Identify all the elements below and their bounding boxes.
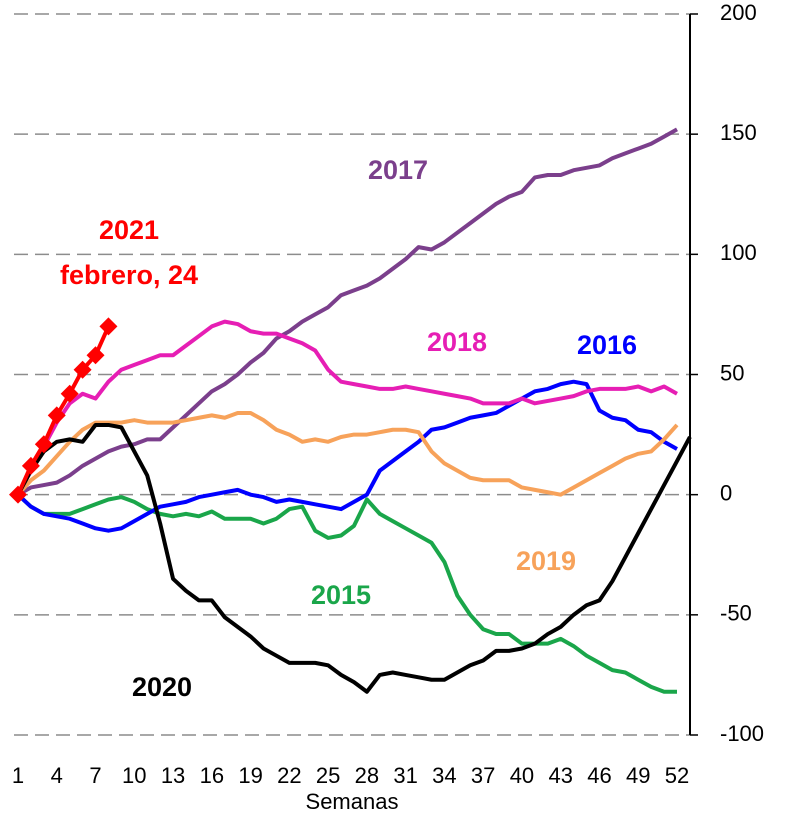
series-marker	[9, 485, 27, 504]
series-label: 2017	[368, 155, 428, 185]
series-label: 2020	[132, 672, 192, 702]
x-tick-label: 25	[316, 763, 340, 788]
x-tick-label: 34	[432, 763, 456, 788]
x-tick-label: 28	[355, 763, 379, 788]
y-tick-label: -50	[720, 601, 752, 626]
series-line	[16, 493, 677, 694]
y-tick-label: 200	[720, 0, 757, 25]
x-tick-label: 1	[12, 763, 24, 788]
x-tick-label: 10	[122, 763, 146, 788]
series-label: 2019	[516, 546, 576, 576]
y-tick-label: 100	[720, 240, 757, 265]
x-tick-label: 16	[200, 763, 224, 788]
y-tick-label: 0	[720, 480, 732, 505]
series-line	[16, 379, 678, 533]
series-label: 2018	[427, 327, 487, 357]
x-tick-label: 22	[277, 763, 301, 788]
x-tick-label: 43	[548, 763, 572, 788]
series-marker	[34, 435, 53, 454]
y-tick-label: 50	[720, 360, 744, 385]
series-marker	[99, 317, 118, 336]
x-tick-label: 40	[510, 763, 534, 788]
y-tick-label: -100	[720, 721, 764, 746]
series-label: 2021	[99, 215, 159, 245]
series-marker	[47, 406, 66, 425]
series-marker	[60, 384, 79, 403]
x-tick-label: 7	[89, 763, 101, 788]
x-tick-label: 13	[161, 763, 185, 788]
series-line	[16, 422, 692, 694]
annotation: febrero, 24	[60, 260, 198, 290]
y-tick-label: 150	[720, 120, 757, 145]
series-line	[16, 319, 678, 496]
x-axis-label: Semanas	[306, 789, 399, 814]
series-marker	[21, 456, 40, 475]
series-label: 2016	[577, 330, 637, 360]
series-marker	[86, 346, 105, 365]
series-label: 2015	[311, 580, 371, 610]
series-line	[16, 410, 679, 497]
x-tick-label: 46	[587, 763, 611, 788]
x-tick-label: 31	[393, 763, 417, 788]
x-tick-label: 52	[665, 763, 689, 788]
x-tick-label: 19	[238, 763, 262, 788]
x-tick-label: 37	[471, 763, 495, 788]
series-line	[17, 127, 678, 497]
x-tick-label: 49	[626, 763, 650, 788]
x-tick-label: 4	[51, 763, 63, 788]
series-marker	[73, 360, 92, 379]
